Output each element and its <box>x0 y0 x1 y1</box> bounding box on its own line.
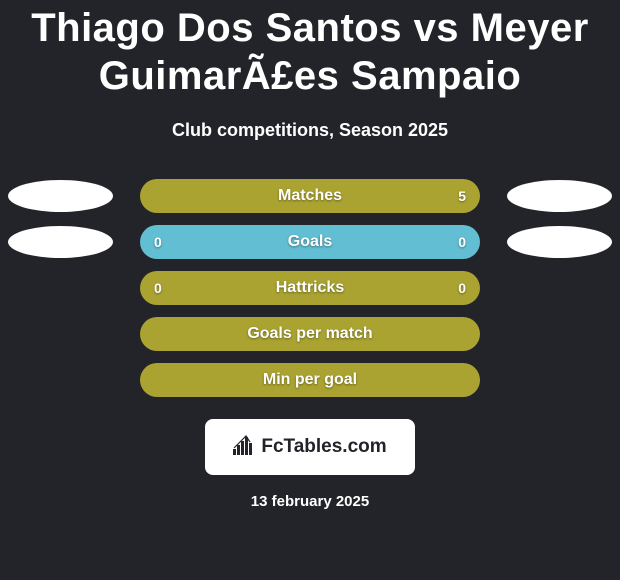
right-pill <box>507 180 612 212</box>
stat-bar: Matches 5 <box>140 179 480 213</box>
bar-chart-icon <box>233 435 255 460</box>
stat-bar: Min per goal <box>140 363 480 397</box>
stat-left-value: 0 <box>154 234 162 250</box>
page-root: Thiago Dos Santos vs Meyer GuimarÃ£es Sa… <box>0 0 620 580</box>
page-subtitle: Club competitions, Season 2025 <box>0 120 620 141</box>
footer-date: 13 february 2025 <box>0 493 620 510</box>
stat-row-goals-per-match: Goals per match <box>0 317 620 351</box>
stat-bar: 0 Hattricks 0 <box>140 271 480 305</box>
stat-left-value: 0 <box>154 280 162 296</box>
stat-right-value: 0 <box>458 280 466 296</box>
stat-row-goals: 0 Goals 0 <box>0 225 620 259</box>
page-title: Thiago Dos Santos vs Meyer GuimarÃ£es Sa… <box>0 0 620 100</box>
stat-label: Matches <box>278 187 342 205</box>
stat-right-value: 5 <box>458 188 466 204</box>
stat-row-hattricks: 0 Hattricks 0 <box>0 271 620 305</box>
stat-bar: 0 Goals 0 <box>140 225 480 259</box>
left-pill <box>8 180 113 212</box>
stat-label: Min per goal <box>263 371 357 389</box>
stat-label: Goals per match <box>247 325 372 343</box>
stat-label: Goals <box>288 233 332 251</box>
stat-label: Hattricks <box>276 279 344 297</box>
stat-right-value: 0 <box>458 234 466 250</box>
logo-text: FcTables.com <box>261 436 386 458</box>
logo-box: FcTables.com <box>205 419 415 475</box>
stat-row-matches: Matches 5 <box>0 179 620 213</box>
left-pill <box>8 226 113 258</box>
stats-container: Matches 5 0 Goals 0 0 Hattricks 0 <box>0 179 620 397</box>
right-pill <box>507 226 612 258</box>
stat-row-min-per-goal: Min per goal <box>0 363 620 397</box>
stat-bar: Goals per match <box>140 317 480 351</box>
